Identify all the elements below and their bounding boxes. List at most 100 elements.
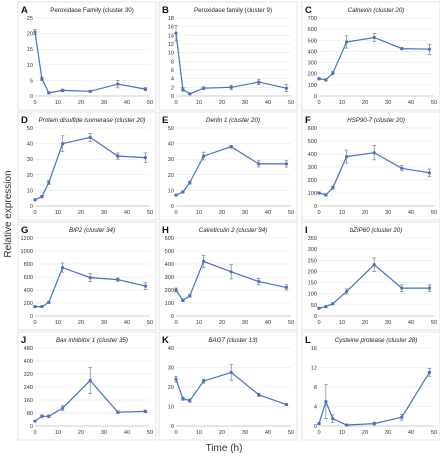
x-tick-label: 30 <box>242 100 248 106</box>
y-tick-label: 8 <box>314 385 317 391</box>
x-tick-label: 20 <box>362 430 368 436</box>
y-tick-label: 10 <box>168 188 174 194</box>
y-tick-label: 40 <box>168 346 174 352</box>
data-point <box>202 259 206 263</box>
x-tick-label: 10 <box>339 210 345 216</box>
x-tick-label: 20 <box>219 100 225 106</box>
y-tick-label: 40 <box>27 142 33 148</box>
y-tick-label: 15 <box>27 47 33 53</box>
data-point <box>88 135 92 139</box>
y-tick-label: 0 <box>171 424 174 430</box>
y-tick-label: 1200 <box>21 236 33 242</box>
y-tick-label: 50 <box>27 126 33 132</box>
data-point <box>284 86 288 90</box>
panel-title: HSP90-7 (cluster 20) <box>347 117 405 124</box>
data-point <box>324 400 328 404</box>
data-point <box>33 419 37 423</box>
y-tick-label: 0 <box>30 314 33 320</box>
panel-border <box>158 331 298 441</box>
x-tick-label: 40 <box>265 320 271 326</box>
panel-title: Calreticulin 2 (cluster 34) <box>199 227 267 234</box>
y-tick-label: 600 <box>24 275 33 281</box>
x-tick-label: 40 <box>408 430 414 436</box>
x-tick-label: 20 <box>362 320 368 326</box>
x-tick-label: 20 <box>362 210 368 216</box>
y-tick-label: 10 <box>168 51 174 57</box>
y-tick-label: 400 <box>165 262 174 268</box>
data-point <box>33 30 37 34</box>
data-point <box>47 181 51 185</box>
y-tick-label: 5 <box>30 78 33 84</box>
y-tick-label: 2 <box>171 85 174 91</box>
y-tick-label: 700 <box>308 16 317 22</box>
panel-title: Bax inhibitor 1 (cluster 35) <box>56 337 128 344</box>
data-point <box>317 421 321 426</box>
y-tick-label: 600 <box>308 27 317 33</box>
x-tick-label: 50 <box>431 320 437 326</box>
x-tick-label: 0 <box>33 430 36 436</box>
y-tick-label: 4 <box>171 77 174 83</box>
x-tick-label: 20 <box>219 430 225 436</box>
x-tick-label: 30 <box>101 430 107 436</box>
data-point <box>61 88 65 92</box>
panel-letter: G <box>21 225 28 236</box>
data-point <box>47 414 51 418</box>
panel-title: Cysteine protease (cluster 28) <box>335 337 418 344</box>
x-tick-label: 30 <box>385 210 391 216</box>
x-tick-label: 30 <box>385 100 391 106</box>
x-tick-label: 0 <box>317 210 320 216</box>
panel-border <box>301 1 440 111</box>
x-tick-label: 20 <box>78 210 84 216</box>
x-tick-label: 0 <box>33 320 36 326</box>
panel-letter: J <box>21 335 26 346</box>
y-tick-label: 240 <box>24 385 33 391</box>
data-point <box>202 379 206 383</box>
panel-border <box>17 1 157 111</box>
x-tick-label: 40 <box>265 210 271 216</box>
data-point <box>427 47 431 51</box>
panel-j: J Bax inhibitor 1 (cluster 35) 0 80 160 240 32… <box>17 331 157 441</box>
data-point <box>324 193 328 197</box>
data-point <box>257 393 261 397</box>
data-point <box>143 284 147 288</box>
panel-letter: D <box>21 115 28 126</box>
x-tick-label: 10 <box>339 320 345 326</box>
y-tick-label: 100 <box>308 83 317 89</box>
panel-letter: I <box>305 225 308 236</box>
y-tick-label: 0 <box>30 94 33 100</box>
x-tick-label: 50 <box>431 100 437 106</box>
y-tick-label: 150 <box>308 281 317 287</box>
x-tick-label: 20 <box>78 430 84 436</box>
x-tick-label: 10 <box>55 100 61 106</box>
data-point <box>202 86 206 90</box>
data-point <box>400 415 404 419</box>
x-tick-label: 40 <box>265 100 271 106</box>
data-point <box>61 265 65 270</box>
data-point <box>284 402 288 407</box>
y-tick-label: 4 <box>314 405 317 411</box>
y-tick-label: 300 <box>308 61 317 67</box>
data-point <box>88 276 92 280</box>
data-point <box>229 270 233 274</box>
panel-title: Protein disulfide isomerase (cluster 20) <box>39 117 146 124</box>
data-point <box>372 263 376 267</box>
data-point <box>345 423 349 427</box>
panel-border <box>301 111 440 221</box>
y-tick-label: 25 <box>27 16 33 22</box>
data-point <box>47 91 51 95</box>
data-point <box>188 181 192 185</box>
y-tick-label: 50 <box>168 126 174 132</box>
x-tick-label: 30 <box>385 320 391 326</box>
data-point <box>143 87 147 91</box>
data-point <box>372 35 376 40</box>
panel-border <box>301 331 440 441</box>
y-axis-label: Relative expression <box>3 170 14 257</box>
x-tick-label: 10 <box>55 320 61 326</box>
y-tick-label: 80 <box>27 411 33 417</box>
data-point <box>40 414 44 418</box>
y-tick-label: 12 <box>168 42 174 48</box>
y-tick-label: 0 <box>314 424 317 430</box>
panel-b: B Peroxidase family (cluster 9) 0 2 4 6 8 10 12 1… <box>158 1 298 111</box>
y-tick-label: 1000 <box>21 249 33 255</box>
x-tick-label: 0 <box>317 430 320 436</box>
